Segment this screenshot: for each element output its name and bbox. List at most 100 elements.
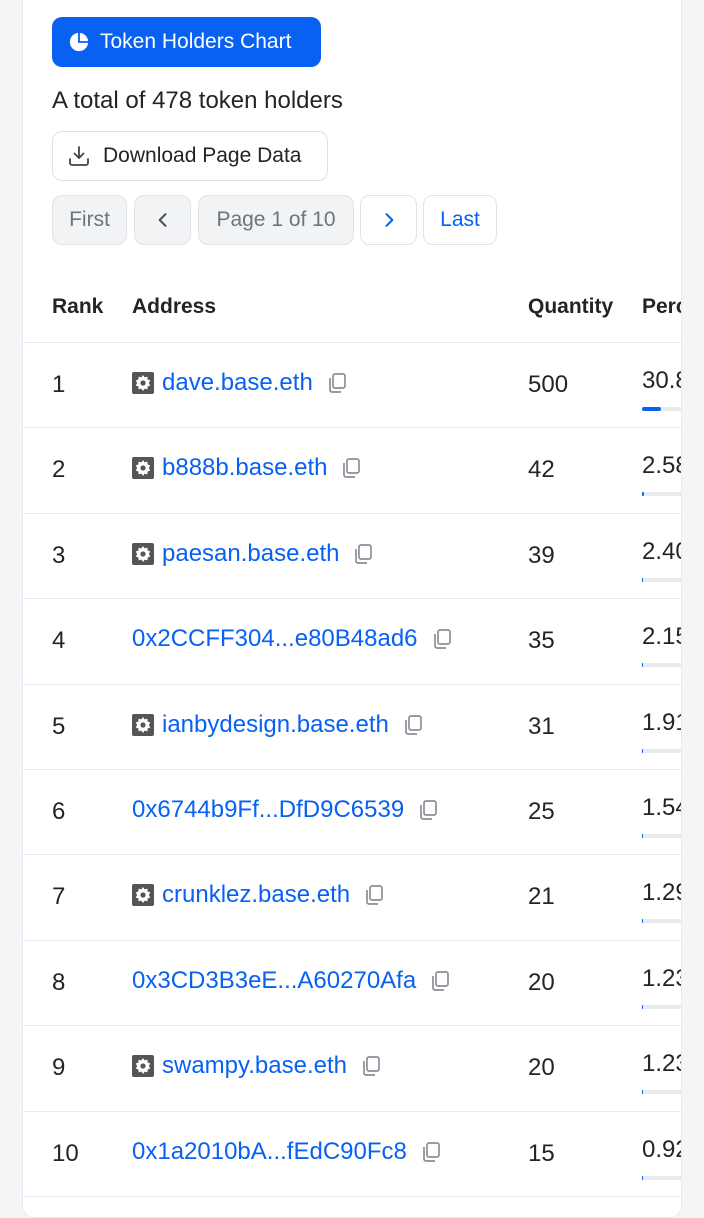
token-holders-chart-button[interactable]: Token Holders Chart [52, 17, 321, 67]
rank-cell: 10 [52, 1139, 79, 1167]
percentage-cell: 2.40 [642, 537, 681, 565]
percentage-bar [642, 748, 681, 753]
quantity-cell: 39 [528, 541, 555, 569]
address-link[interactable]: 0x2CCFF304...e80B48ad6 [132, 625, 418, 653]
table-header: Rank Address Quantity Perc [23, 285, 681, 343]
base-name-icon [132, 1055, 154, 1078]
copy-icon[interactable] [359, 1054, 383, 1078]
percentage-bar-fill [642, 1175, 644, 1180]
address-link[interactable]: 0x6744b9Ff...DfD9C6539 [132, 795, 405, 823]
copy-icon[interactable] [325, 371, 349, 395]
copy-icon[interactable] [428, 969, 452, 993]
address-link[interactable]: crunklez.base.eth [162, 881, 351, 909]
quantity-cell: 20 [528, 968, 555, 996]
table-row: 6 0x6744b9Ff...DfD9C6539 25 1.54 [23, 770, 681, 856]
percentage-cell: 2.58 [642, 452, 681, 480]
token-holders-card: Token Holders Chart A total of 478 token… [22, 0, 682, 1218]
percentage-cell: 1.23 [642, 964, 681, 992]
percentage-bar [642, 663, 681, 668]
base-name-icon [132, 713, 154, 736]
column-header-rank: Rank [52, 295, 104, 318]
base-name-icon [132, 542, 154, 565]
table-row: 5 ianbydesign.base.eth 31 1.91 [23, 685, 681, 770]
address-link[interactable]: swampy.base.eth [162, 1052, 347, 1080]
percentage-bar-fill [642, 748, 644, 753]
next-page-button[interactable] [360, 195, 417, 245]
address-cell: swampy.base.eth [132, 1052, 383, 1080]
percentage-bar-fill [642, 1090, 644, 1095]
percentage-bar-fill [642, 663, 644, 668]
address-link[interactable]: dave.base.eth [162, 369, 313, 396]
table-row: 4 0x2CCFF304...e80B48ad6 35 2.15 [23, 599, 681, 685]
last-label: Last [440, 208, 480, 231]
address-cell: 0x3CD3B3eE...A60270Afa [132, 967, 452, 995]
rank-cell: 2 [52, 456, 66, 484]
quantity-cell: 25 [528, 797, 555, 825]
table-row: 8 0x3CD3B3eE...A60270Afa 20 1.23 [23, 941, 681, 1027]
percentage-cell: 1.54 [642, 793, 681, 821]
percentage-bar [642, 407, 681, 411]
quantity-cell: 15 [528, 1139, 555, 1167]
address-link[interactable]: 0x3CD3B3eE...A60270Afa [132, 966, 417, 994]
copy-icon[interactable] [419, 1140, 443, 1164]
percentage-cell: 0.92 [642, 1135, 681, 1163]
percentage-cell: 1.91 [642, 708, 681, 736]
copy-icon[interactable] [339, 456, 363, 480]
percentage-bar-fill [642, 833, 644, 838]
address-cell: 0x6744b9Ff...DfD9C6539 [132, 796, 440, 824]
copy-icon[interactable] [362, 883, 386, 907]
quantity-cell: 21 [528, 883, 555, 911]
address-cell: b888b.base.eth [132, 454, 363, 482]
rank-cell: 6 [52, 797, 66, 825]
base-name-icon [132, 457, 154, 480]
page-indicator: Page 1 of 10 [198, 195, 354, 245]
percentage-bar-fill [642, 1004, 644, 1009]
table-row: 2 b888b.base.eth 42 2.58 [23, 428, 681, 514]
percentage-cell: 30.8 [642, 367, 681, 394]
first-page-button[interactable]: First [52, 195, 127, 245]
pie-chart-icon [69, 32, 89, 52]
first-label: First [69, 208, 110, 231]
copy-icon[interactable] [401, 713, 425, 737]
address-link[interactable]: b888b.base.eth [162, 454, 328, 482]
percentage-cell: 1.23 [642, 1050, 681, 1078]
holders-table-body: 1 dave.base.eth 500 30.8 2 b888b.base.eth 42 2.… [23, 343, 681, 1197]
percentage-bar-fill [642, 492, 644, 497]
copy-icon[interactable] [351, 542, 375, 566]
rank-cell: 3 [52, 541, 66, 569]
download-page-data-button[interactable]: Download Page Data [52, 131, 328, 181]
address-cell: paesan.base.eth [132, 540, 375, 568]
address-cell: 0x2CCFF304...e80B48ad6 [132, 625, 454, 653]
percentage-bar [642, 1090, 681, 1095]
column-header-percentage: Perc [642, 295, 681, 318]
rank-cell: 7 [52, 883, 66, 911]
rank-cell: 5 [52, 712, 66, 740]
prev-page-button[interactable] [134, 195, 191, 245]
total-holders-text: A total of 478 token holders [52, 87, 343, 114]
address-cell: crunklez.base.eth [132, 881, 386, 909]
address-link[interactable]: ianbydesign.base.eth [162, 710, 389, 738]
address-link[interactable]: paesan.base.eth [162, 539, 340, 567]
table-row: 10 0x1a2010bA...fEdC90Fc8 15 0.92 [23, 1112, 681, 1197]
percentage-cell: 2.15 [642, 623, 681, 651]
quantity-cell: 20 [528, 1054, 555, 1082]
percentage-bar-fill [642, 407, 661, 411]
download-label: Download Page Data [103, 144, 302, 167]
copy-icon[interactable] [416, 798, 440, 822]
base-name-icon [132, 884, 154, 907]
chevron-right-icon [385, 213, 393, 227]
percentage-bar [642, 919, 681, 924]
address-link[interactable]: 0x1a2010bA...fEdC90Fc8 [132, 1137, 407, 1165]
table-row: 7 crunklez.base.eth 21 1.29 [23, 855, 681, 941]
chevron-left-icon [158, 213, 166, 227]
rank-cell: 1 [52, 371, 66, 398]
column-header-quantity: Quantity [528, 295, 614, 318]
quantity-cell: 35 [528, 627, 555, 655]
rank-cell: 8 [52, 968, 66, 996]
last-page-button[interactable]: Last [423, 195, 497, 245]
page-info: Page 1 of 10 [216, 208, 336, 231]
percentage-bar [642, 1175, 681, 1180]
copy-icon[interactable] [430, 627, 454, 651]
percentage-cell: 1.29 [642, 879, 681, 907]
percentage-bar [642, 1004, 681, 1009]
